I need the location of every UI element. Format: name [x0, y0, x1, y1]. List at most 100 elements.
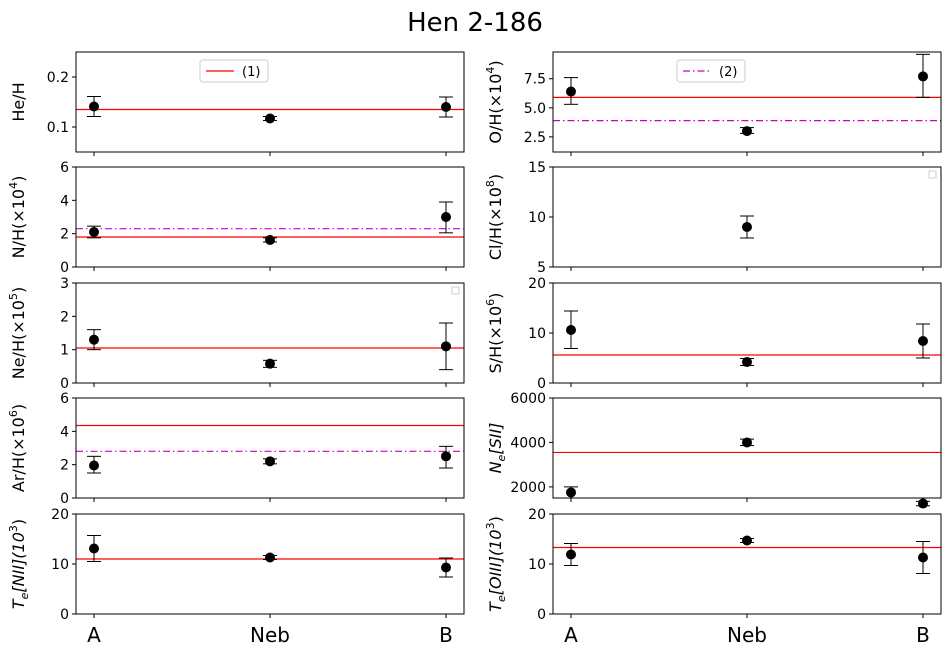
- y-tick-label: 1: [60, 343, 69, 359]
- y-axis-label: Cl/H(×108): [484, 174, 505, 260]
- axes-frame: [75, 397, 465, 499]
- y-tick-label: 4: [60, 193, 69, 209]
- panel-s: 0 10 20 S/H(×106): [484, 276, 942, 392]
- data-point-a: [566, 325, 576, 335]
- data-point-b: [441, 341, 451, 352]
- y-tick-label: 0: [60, 491, 69, 507]
- y-tick-label: 2: [60, 309, 69, 325]
- data-point-a: [89, 460, 99, 471]
- y-tick-label: 0: [60, 260, 69, 276]
- y-tick-label: 0: [537, 376, 546, 392]
- y-tick-label: 20: [51, 507, 69, 523]
- y-tick-label: 0: [60, 376, 69, 392]
- panel-he: 0.1 0.2 He/H (1): [9, 51, 465, 156]
- y-tick-label: 6000: [510, 391, 546, 407]
- data-point-a: [89, 543, 99, 554]
- data-point-b: [918, 498, 928, 509]
- panel-ne: 0 1 2 3 Ne/H(×105): [7, 276, 465, 392]
- y-tick-label: 4000: [510, 435, 546, 451]
- axes-frame: [552, 513, 942, 615]
- y-tick-label: 0.2: [47, 70, 69, 86]
- x-tick-label: A: [564, 623, 578, 646]
- axes-frame: [75, 166, 465, 268]
- data-point-b: [441, 102, 451, 112]
- axes-frame: [552, 282, 942, 384]
- data-point-b: [441, 212, 451, 222]
- y-axis-label: Ne[SII]: [486, 423, 508, 474]
- y-axis-label: He/H: [9, 82, 28, 121]
- x-tick-label: Neb: [250, 623, 290, 646]
- y-tick-label: 7.5: [524, 72, 546, 88]
- data-point-a: [566, 487, 576, 498]
- panel-n: 0 2 4 6 N/H(×104): [7, 160, 465, 276]
- y-tick-label: 3: [60, 276, 69, 292]
- data-point-neb: [265, 456, 275, 467]
- x-tick-label: B: [439, 623, 453, 646]
- data-point-neb: [265, 235, 275, 245]
- figure-title: Hen 2-186: [407, 8, 543, 38]
- panel-teoiii: 0 10 20 A Neb B Te[OIII](103): [484, 507, 942, 646]
- y-tick-label: 2000: [510, 480, 546, 496]
- y-axis-label: Ar/H(×106): [7, 404, 28, 492]
- empty-legend-box: [928, 170, 937, 179]
- data-point-b: [918, 552, 928, 563]
- x-tick-label: B: [916, 623, 930, 646]
- y-tick-label: 15: [528, 160, 546, 176]
- data-point-b: [918, 71, 928, 82]
- y-tick-label: 10: [528, 210, 546, 226]
- axes-frame: [75, 513, 465, 615]
- axes-frame: [75, 51, 465, 153]
- y-tick-label: 0.1: [47, 120, 69, 136]
- panel-ar: 0 2 4 6 Ar/H(×106): [7, 391, 465, 507]
- empty-legend-box: [451, 286, 460, 295]
- data-point-b: [918, 336, 928, 346]
- y-tick-label: 6: [60, 160, 69, 176]
- y-tick-label: 0: [60, 607, 69, 623]
- y-tick-label: 6: [60, 391, 69, 407]
- data-point-neb: [265, 552, 275, 563]
- legend-box: [676, 59, 746, 83]
- y-axis-label: Te[OIII](103): [484, 516, 508, 612]
- data-point-a: [89, 227, 99, 237]
- y-axis-label: O/H(×104): [484, 60, 505, 143]
- y-axis-label: Ne/H(×105): [7, 287, 28, 380]
- y-tick-label: 2: [60, 458, 69, 474]
- data-point-b: [441, 451, 451, 462]
- axes-frame: [552, 397, 942, 499]
- y-tick-label: 2.5: [524, 130, 546, 146]
- data-point-neb: [742, 535, 752, 546]
- axes-frame: [552, 51, 942, 153]
- x-tick-label: Neb: [727, 623, 767, 646]
- y-tick-label: 10: [528, 557, 546, 573]
- data-point-b: [441, 562, 451, 573]
- y-tick-label: 0: [537, 607, 546, 623]
- legend-label: (1): [242, 65, 260, 80]
- data-point-neb: [742, 222, 752, 232]
- data-point-neb: [742, 437, 752, 448]
- x-tick-label: A: [87, 623, 101, 646]
- y-tick-label: 5.0: [524, 101, 546, 117]
- data-point-a: [89, 101, 99, 112]
- y-tick-label: 20: [528, 276, 546, 292]
- y-axis-label: N/H(×104): [7, 176, 28, 259]
- panel-o: 2.5 5.0 7.5 O/H(×104) (2): [484, 51, 942, 156]
- legend-label: (2): [719, 65, 737, 80]
- data-point-a: [89, 334, 99, 345]
- y-tick-label: 20: [528, 507, 546, 523]
- y-tick-label: 10: [528, 326, 546, 342]
- panel-tenii: 0 10 20 A Neb B Te[NII](103): [7, 507, 465, 646]
- data-point-neb: [742, 126, 752, 137]
- y-axis-label: Te[NII](103): [7, 519, 31, 609]
- data-point-neb: [265, 358, 275, 369]
- data-point-neb: [265, 113, 275, 124]
- y-tick-label: 5: [537, 260, 546, 276]
- data-point-a: [566, 549, 576, 560]
- data-point-neb: [742, 357, 752, 367]
- y-tick-label: 4: [60, 424, 69, 440]
- panel-cl: 5 10 15 Cl/H(×108): [484, 160, 942, 276]
- y-tick-label: 10: [51, 557, 69, 573]
- y-axis-label: S/H(×106): [484, 293, 505, 374]
- y-tick-label: 2: [60, 227, 69, 243]
